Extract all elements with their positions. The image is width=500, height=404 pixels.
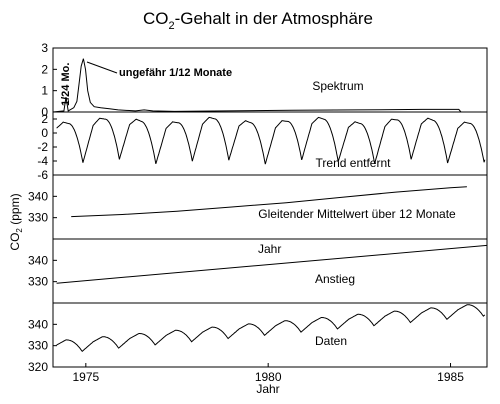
series-spektrum bbox=[52, 58, 462, 113]
series-daten bbox=[56, 304, 486, 353]
x-axis-label: Jahr bbox=[256, 382, 279, 396]
trend-entfernt-line bbox=[56, 116, 486, 165]
mittelwert-line bbox=[71, 186, 467, 218]
annotation-1-24: 1/24 Mo. bbox=[60, 63, 72, 106]
panel-label-spektrum: Spektrum bbox=[312, 79, 363, 93]
y-tick-label: -4 bbox=[37, 154, 48, 168]
y-axis-ticks: -6-4-202 bbox=[37, 112, 57, 182]
y-tick-label: 340 bbox=[28, 253, 48, 267]
annotation-arrow bbox=[86, 61, 118, 74]
annotation-1-12: ungefähr 1/12 Monate bbox=[119, 67, 232, 79]
x-tick-label: 1980 bbox=[255, 370, 282, 384]
anstieg-line bbox=[56, 244, 488, 284]
x-tick-label: 1985 bbox=[437, 370, 464, 384]
figure-title: CO2-Gehalt in der Atmosphäre bbox=[143, 9, 373, 32]
y-tick-label: 1 bbox=[41, 84, 48, 98]
y-tick-label: 330 bbox=[28, 211, 48, 225]
panel-anstieg: 330 340 Jahr Anstieg bbox=[28, 238, 488, 304]
y-axis-ticks: 330 340 bbox=[28, 253, 57, 289]
y-tick-label: 0 bbox=[41, 105, 48, 119]
panel-daten: 320 330 340 1975 1980 1985 Daten bbox=[28, 302, 488, 384]
y-tick-label: 340 bbox=[28, 189, 48, 203]
panel-spektrum: 0 1 2 3 1/24 Mo. ungefähr 1/12 Monate Spekt… bbox=[41, 41, 488, 119]
panel-trend-entfernt: -6-4-202 Trend entfernt bbox=[37, 111, 488, 182]
y-axis-ticks: 330 340 bbox=[28, 189, 57, 225]
panel-frame bbox=[52, 111, 488, 176]
y-tick-label: 330 bbox=[28, 339, 48, 353]
series-trend-entfernt bbox=[56, 116, 486, 165]
y-tick-label: 320 bbox=[28, 360, 48, 374]
panel-label-trend: Trend entfernt bbox=[316, 156, 392, 170]
panel-frame bbox=[52, 302, 488, 368]
panel-label-mittelwert: Gleitender Mittelwert über 12 Monate bbox=[258, 207, 456, 221]
panel-frame bbox=[52, 47, 488, 113]
annotation-jahr: Jahr bbox=[258, 242, 281, 256]
x-tick-label: 1975 bbox=[72, 370, 99, 384]
daten-line bbox=[56, 304, 486, 353]
y-tick-label: -2 bbox=[37, 140, 48, 154]
panel-gleitender-mittelwert: 330 340 Gleitender Mittelwert über 12 Mon… bbox=[28, 174, 488, 240]
y-tick-label: 340 bbox=[28, 317, 48, 331]
y-axis-label: CO2 (ppm) bbox=[8, 193, 24, 250]
panel-label-daten: Daten bbox=[315, 334, 347, 348]
y-tick-label: 3 bbox=[41, 41, 48, 55]
y-tick-label: 330 bbox=[28, 275, 48, 289]
spektrum-line bbox=[52, 58, 462, 113]
series-gleitender-mittelwert bbox=[71, 186, 467, 218]
y-axis-ticks: 320 330 340 bbox=[28, 317, 57, 374]
series-anstieg bbox=[56, 244, 488, 284]
x-axis-ticks: 1975 1980 1985 bbox=[72, 363, 464, 384]
panel-label-anstieg: Anstieg bbox=[315, 272, 355, 286]
y-tick-label: 2 bbox=[41, 62, 48, 76]
y-tick-label: 0 bbox=[41, 126, 48, 140]
y-tick-label: -6 bbox=[37, 168, 48, 182]
y-axis-ticks: 0 1 2 3 bbox=[41, 41, 57, 119]
y-tick-label: 2 bbox=[41, 112, 48, 126]
